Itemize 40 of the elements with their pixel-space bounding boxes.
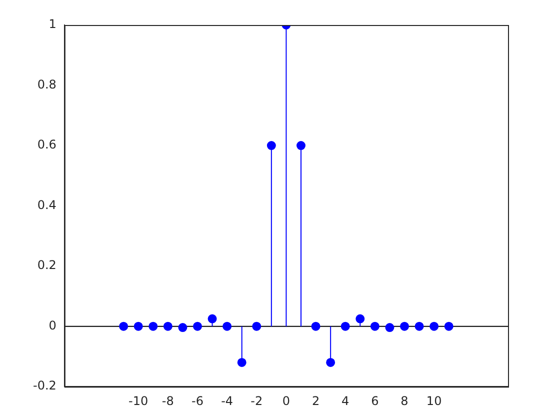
point	[266, 141, 276, 150]
point	[356, 314, 365, 324]
point	[178, 323, 188, 332]
y-tick-label: 0.4	[37, 198, 56, 212]
point	[296, 141, 306, 150]
point	[192, 322, 202, 331]
x-tick-label: 6	[371, 394, 379, 408]
x-tick-label: 8	[400, 394, 408, 408]
x-tick-label: -10	[128, 394, 148, 408]
point	[340, 322, 350, 331]
x-tick-label: -6	[192, 394, 204, 408]
y-tick-label: 0.2	[37, 258, 56, 272]
y-tick-label: 1	[48, 17, 56, 32]
y-tick-label: 0.6	[37, 138, 56, 152]
x-tick-label: 10	[426, 394, 442, 408]
point	[163, 322, 172, 331]
point	[444, 322, 454, 331]
y-tick-label: 0	[48, 318, 56, 332]
x-tick-label: -4	[221, 394, 234, 408]
point	[430, 322, 439, 331]
point	[414, 322, 424, 331]
point	[400, 322, 409, 331]
point	[370, 322, 380, 331]
point	[134, 322, 143, 331]
point	[326, 358, 336, 367]
x-tick-label: -2	[250, 394, 263, 408]
x-tick-label: 0	[282, 394, 290, 408]
point	[208, 314, 217, 324]
point	[222, 322, 232, 331]
point	[311, 322, 320, 331]
point	[385, 323, 394, 332]
x-tick-label: 2	[312, 394, 320, 408]
x-tick-label: -8	[162, 394, 174, 408]
point	[237, 358, 246, 367]
point	[252, 322, 262, 331]
y-tick-label: 0.8	[37, 77, 56, 92]
point	[119, 322, 128, 331]
y-tick-label: -0.2	[32, 378, 56, 393]
point	[148, 322, 158, 331]
x-tick-label: 4	[342, 394, 350, 408]
